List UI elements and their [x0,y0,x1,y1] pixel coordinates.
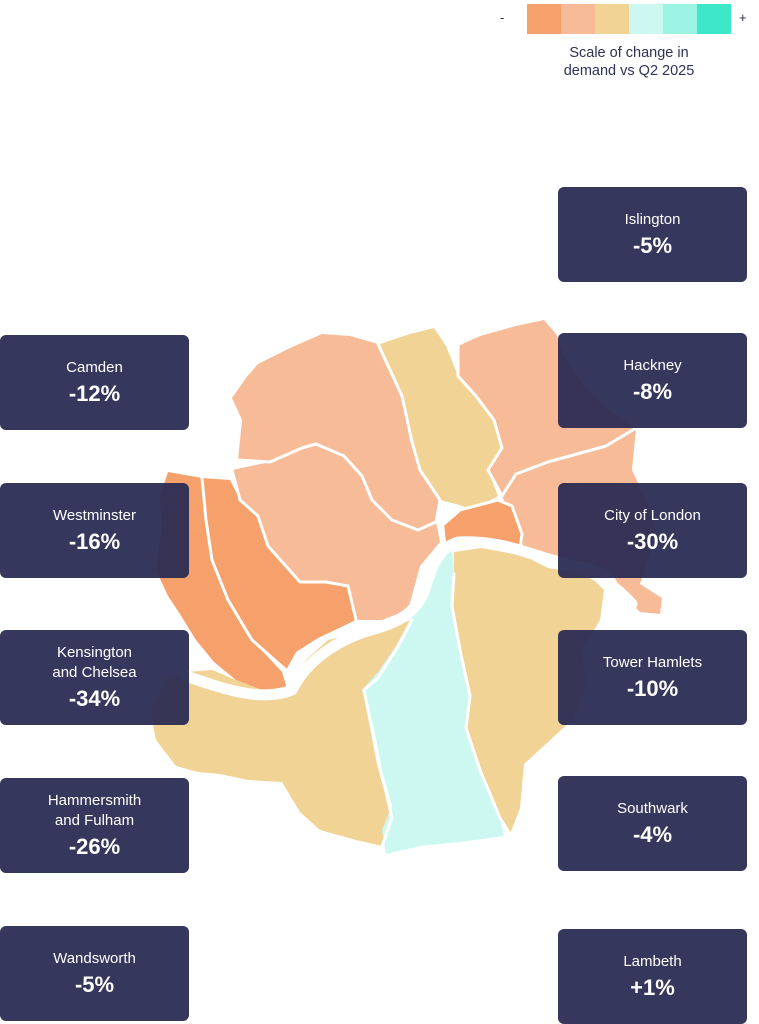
map-region-islington[interactable] [380,328,502,510]
legend-swatches [527,4,731,34]
borough-name: Southwark [617,799,688,817]
borough-name: Camden [66,358,123,376]
legend-caption: Scale of change in demand vs Q2 2025 [563,45,695,79]
borough-change-value: -4% [632,821,673,847]
borough-card-hammersmith-and-fulham[interactable]: Hammersmith and Fulham -26% [0,778,189,873]
map-region-hackney[interactable] [458,320,636,496]
legend-plus-label: + [739,10,747,25]
map-region-westminster[interactable] [232,444,440,620]
color-scale-legend: - + Scale of change in demand vs Q2 2025 [496,4,754,88]
borough-change-value: -10% [626,675,679,701]
legend-swatch [629,4,663,34]
map-region-city-of-london[interactable] [444,500,522,548]
legend-swatch [595,4,629,34]
borough-change-value: +1% [630,974,675,1000]
map-region-wandsworth[interactable] [150,620,412,846]
borough-card-city-of-london[interactable]: City of London -30% [558,483,747,578]
borough-change-value: -34% [68,685,121,711]
map-region-camden[interactable] [232,334,440,530]
borough-name: City of London [604,506,701,524]
borough-change-value: -26% [68,833,121,859]
legend-swatch [663,4,697,34]
borough-name: Kensington and Chelsea [52,643,137,681]
borough-change-value: -16% [68,528,121,554]
borough-card-hackney[interactable]: Hackney -8% [558,333,747,428]
borough-name: Hammersmith and Fulham [47,791,142,829]
borough-change-value: -8% [632,378,673,404]
borough-name: Lambeth [623,952,682,970]
borough-name: Hackney [623,356,682,374]
borough-boundaries [200,342,638,848]
legend-swatch [697,4,731,34]
borough-change-value: -5% [74,971,115,997]
map-region-lambeth[interactable] [362,548,504,854]
borough-card-tower-hamlets[interactable]: Tower Hamlets -10% [558,630,747,725]
legend-minus-label: - [500,10,505,25]
borough-change-value: -30% [626,528,679,554]
legend-swatch [527,4,561,34]
borough-card-wandsworth[interactable]: Wandsworth -5% [0,926,189,1021]
borough-card-islington[interactable]: Islington -5% [558,187,747,282]
map-region-kensington-chelsea[interactable] [156,472,288,692]
legend-swatch [561,4,595,34]
borough-card-camden[interactable]: Camden -12% [0,335,189,430]
borough-change-value: -5% [632,232,673,258]
map-region-southwark[interactable] [452,548,604,834]
borough-card-southwark[interactable]: Southwark -4% [558,776,747,871]
borough-card-lambeth[interactable]: Lambeth +1% [558,929,747,1024]
borough-card-kensington-and-chelsea[interactable]: Kensington and Chelsea -34% [0,630,189,725]
borough-card-westminster[interactable]: Westminster -16% [0,483,189,578]
borough-name: Wandsworth [53,949,136,967]
map-region-hammersmith-fulham[interactable] [202,478,356,670]
borough-name: Islington [624,210,681,228]
borough-name: Westminster [52,506,137,524]
borough-name: Tower Hamlets [602,653,703,671]
borough-change-value: -12% [68,380,121,406]
river-thames [180,536,638,701]
